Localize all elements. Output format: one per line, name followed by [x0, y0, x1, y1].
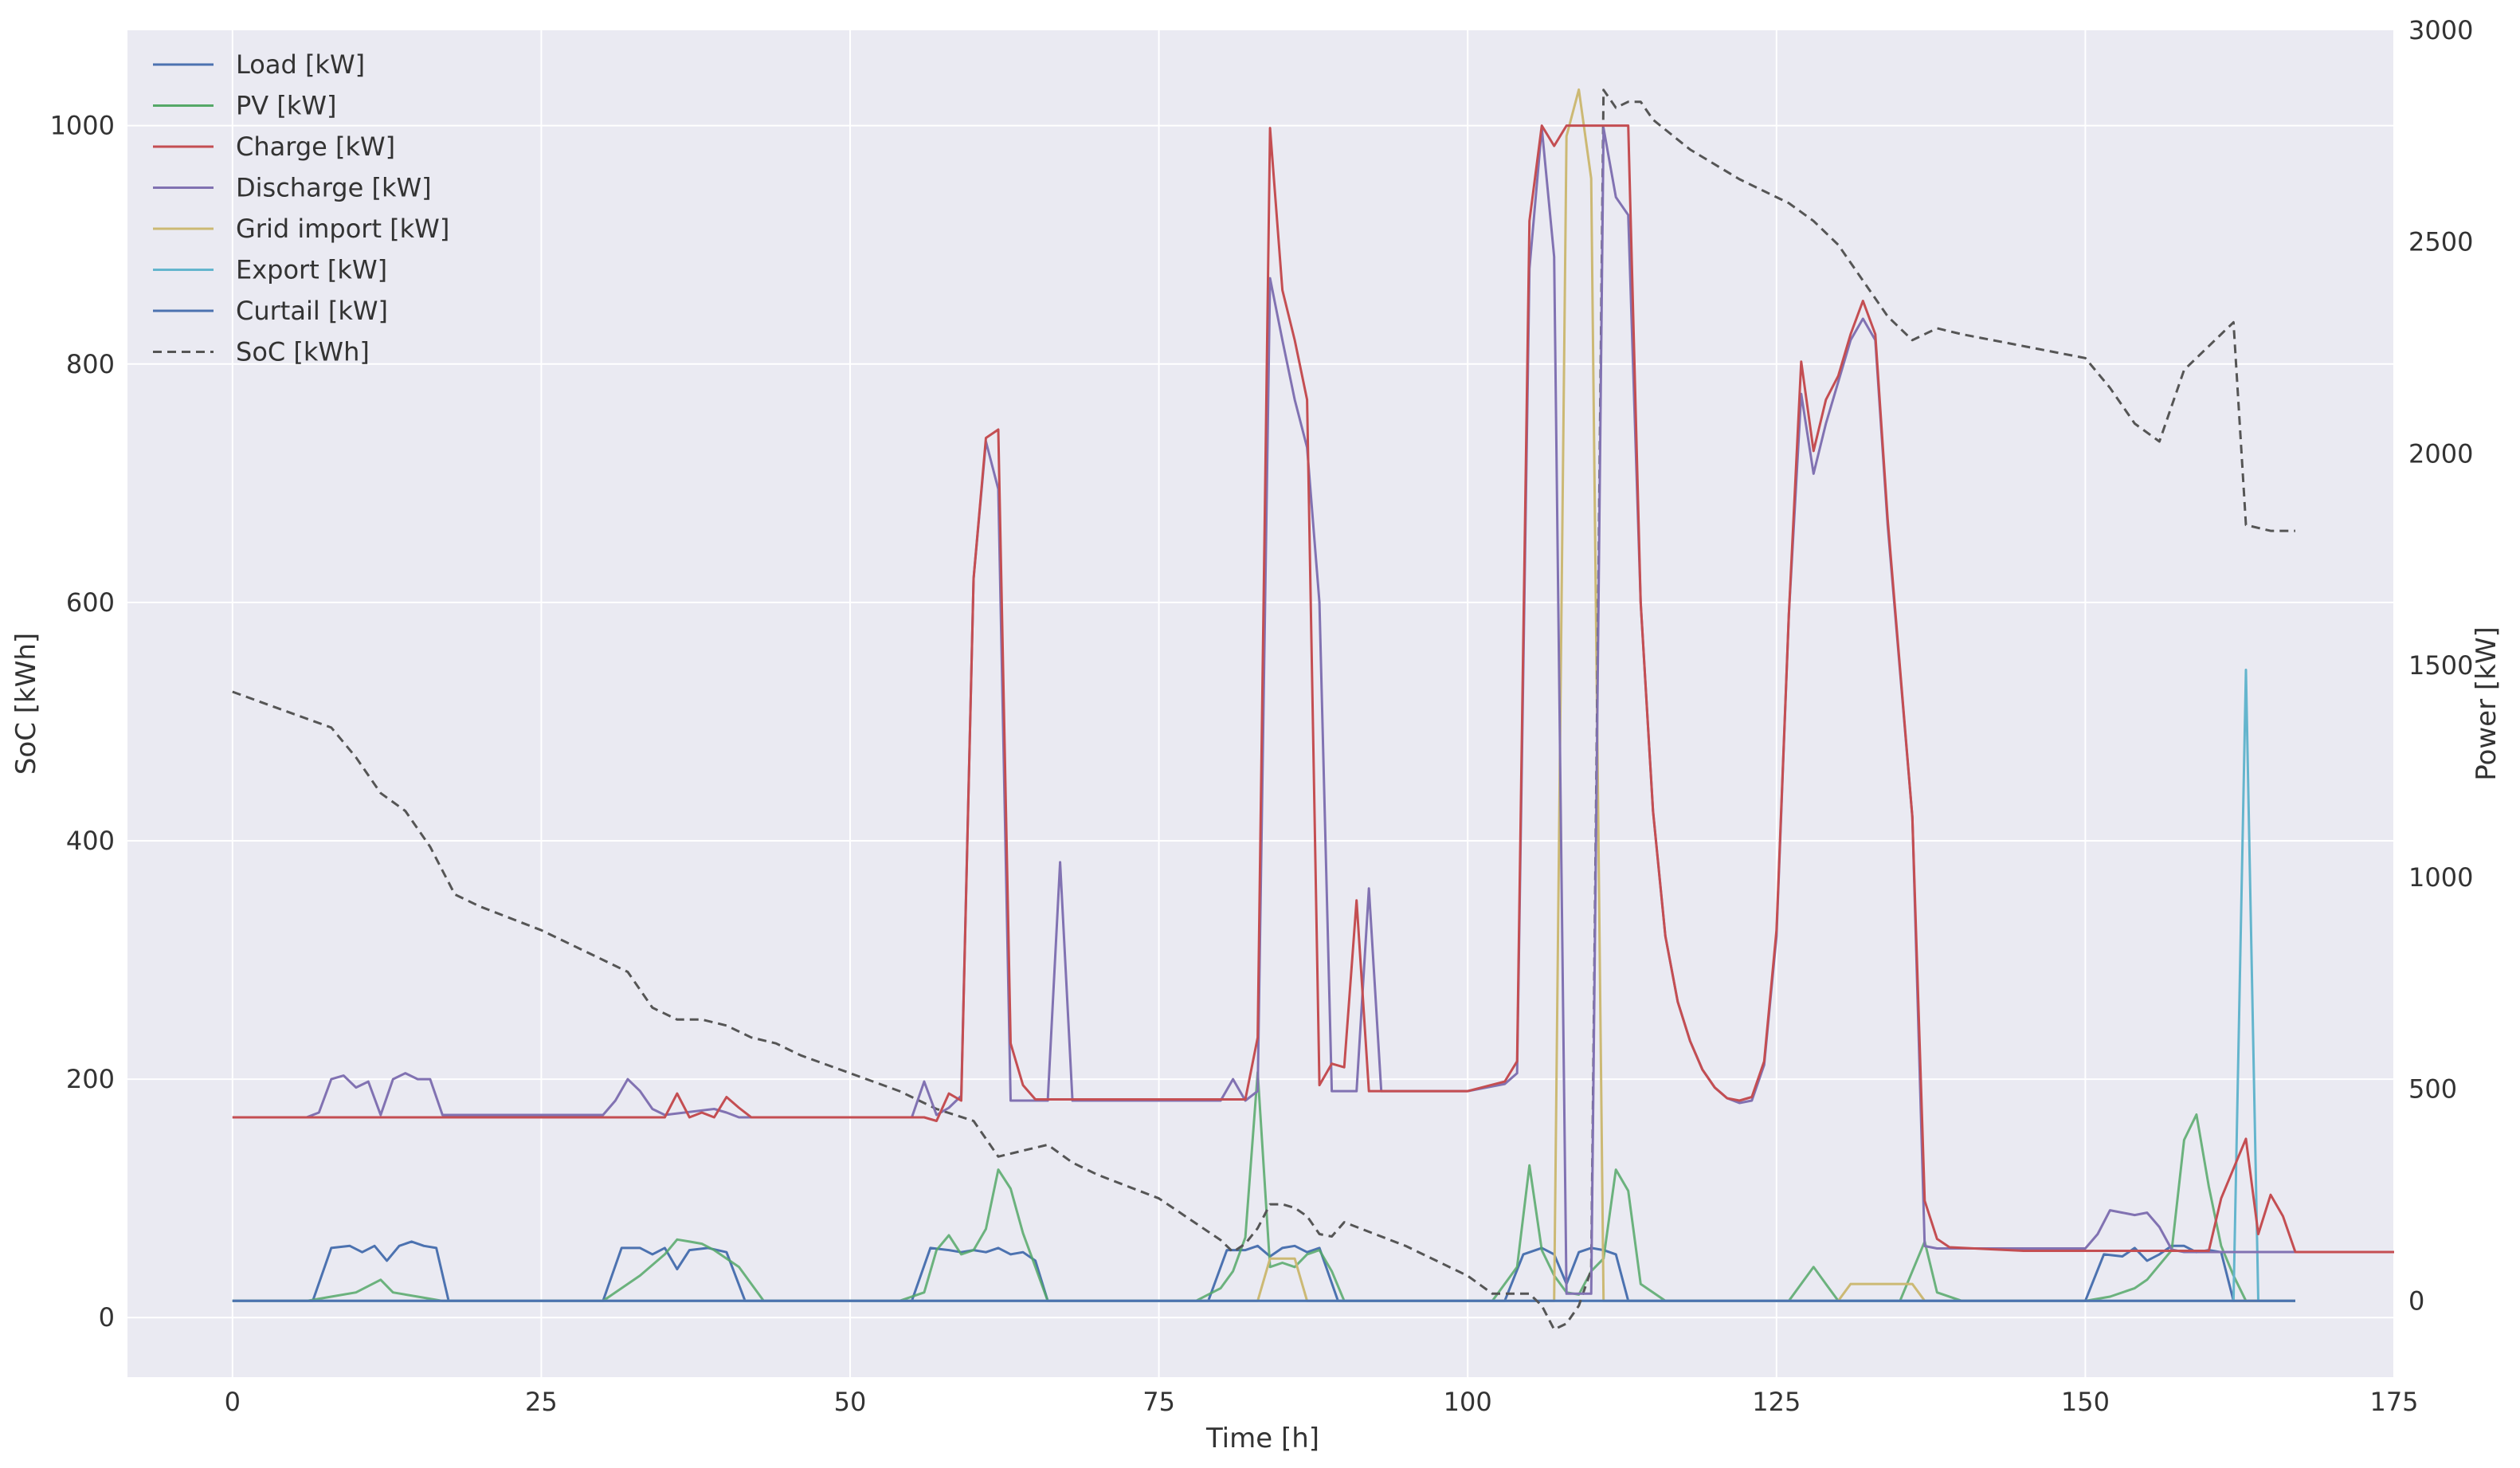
legend-label: Curtail [kW] — [236, 296, 388, 326]
plot-background — [127, 30, 2394, 1377]
grid-vertical — [231, 30, 2395, 1377]
legend-label: Charge [kW] — [236, 131, 395, 162]
x-tick-label: 125 — [1752, 1387, 1801, 1417]
y-left-tick-label: 200 — [66, 1064, 115, 1094]
y-right-tick-label: 500 — [2408, 1074, 2457, 1105]
legend-label: Export [kW] — [236, 255, 387, 285]
x-tick-label: 150 — [2061, 1387, 2110, 1417]
y-right-tick-label: 3000 — [2408, 15, 2473, 45]
series-layer — [232, 88, 2394, 1331]
y-right-tick-labels: 0 500 1000 1500 2000 2500 3000 — [2408, 15, 2473, 1316]
legend-label: SoC [kWh] — [236, 337, 370, 367]
series-line-4 — [232, 88, 2295, 1302]
x-tick-label: 175 — [2369, 1387, 2418, 1417]
y-left-tick-label: 800 — [66, 349, 115, 379]
y-left-tick-labels: 0 200 400 600 800 1000 — [50, 111, 115, 1333]
series-line-1 — [232, 1070, 2295, 1302]
y-left-tick-label: 400 — [66, 826, 115, 856]
legend-label: Load [kW] — [236, 49, 365, 80]
x-tick-label: 25 — [525, 1387, 558, 1417]
y-right-tick-label: 1500 — [2408, 650, 2473, 681]
legend-label: Grid import [kW] — [236, 214, 449, 244]
y-left-axis-label: SoC [kWh] — [10, 633, 42, 775]
x-tick-label: 50 — [834, 1387, 867, 1417]
legend-label: Discharge [kW] — [236, 173, 432, 203]
y-right-tick-label: 1000 — [2408, 862, 2473, 893]
x-tick-label: 0 — [225, 1387, 241, 1417]
series-line-2 — [232, 124, 2394, 1254]
y-right-tick-label: 2000 — [2408, 438, 2473, 469]
x-tick-labels: 0 25 50 75 100 125 150 175 — [225, 1387, 2419, 1417]
y-left-tick-label: 0 — [99, 1302, 115, 1333]
x-axis-label: Time [h] — [1205, 1423, 1319, 1454]
x-tick-label: 75 — [1142, 1387, 1175, 1417]
grid-horizontal — [127, 124, 2394, 1319]
x-tick-label: 100 — [1444, 1387, 1492, 1417]
y-right-axis-label: Power [kW] — [2471, 626, 2502, 780]
y-right-tick-label: 0 — [2408, 1285, 2424, 1316]
y-left-tick-label: 1000 — [50, 111, 115, 141]
series-line-7 — [232, 88, 2295, 1331]
y-right-tick-label: 2500 — [2408, 227, 2473, 257]
legend-label: PV [kW] — [236, 91, 337, 121]
legend: Load [kW] PV [kW] Charge [kW] Discharge [kW… — [153, 49, 449, 367]
y-left-tick-label: 600 — [66, 587, 115, 618]
